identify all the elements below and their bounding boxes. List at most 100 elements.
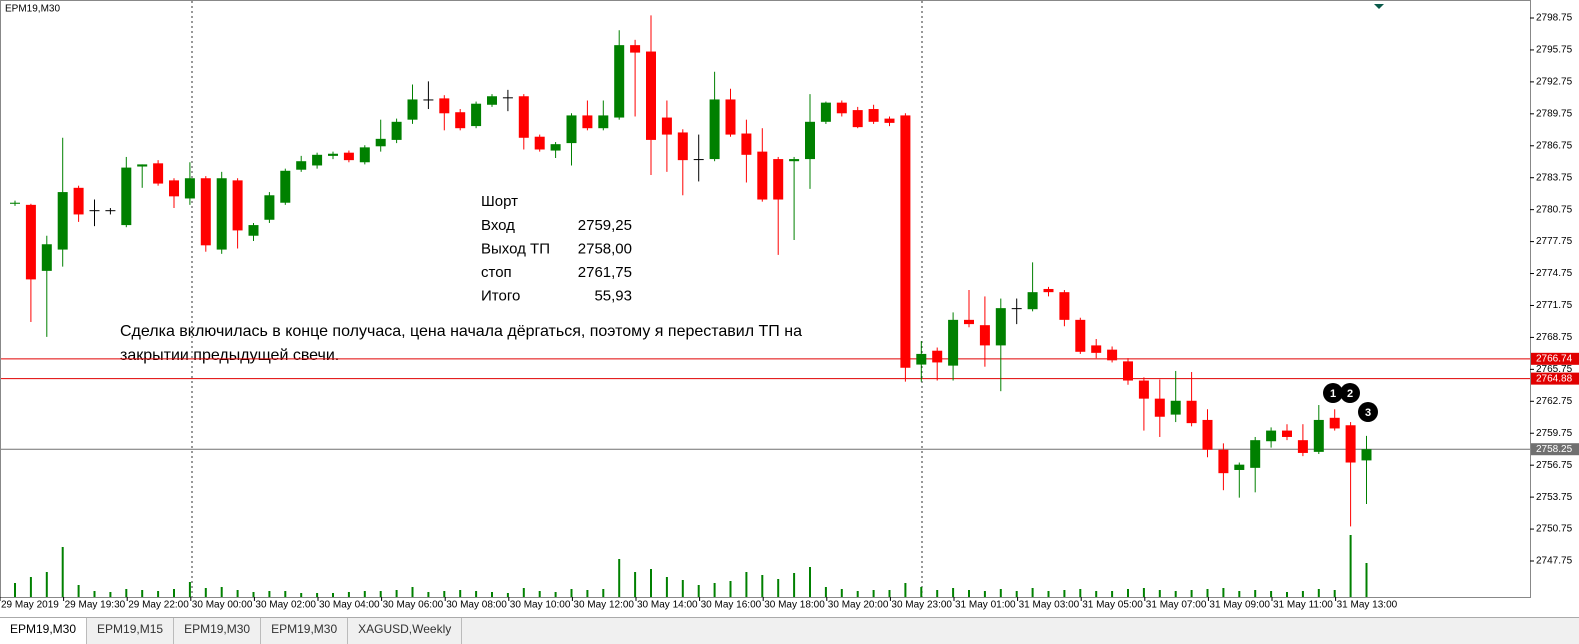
x-tick-label: 30 May 00:00 — [192, 600, 253, 611]
tab[interactable]: EPM19,M15 — [87, 618, 175, 644]
y-tick-label: 2774.75 — [1536, 268, 1573, 279]
y-tick-label: 2759.75 — [1536, 428, 1573, 439]
y-tick-label: 2753.75 — [1536, 492, 1573, 503]
candle-body — [598, 115, 609, 129]
candle-body — [328, 153, 338, 156]
plot-frame — [0, 0, 1531, 598]
x-tick-label: 30 May 23:00 — [891, 600, 952, 611]
candle-body — [1011, 308, 1022, 310]
candle-body — [137, 164, 148, 167]
candle-body — [646, 51, 656, 140]
candle-body — [1234, 464, 1245, 470]
candle-body — [407, 99, 418, 120]
chart: EPM19,M30 Шорт Вход 2759,25 Выход ТП 2758,00… — [0, 0, 1579, 611]
candle-body — [25, 204, 36, 280]
y-tick-label: 2783.75 — [1536, 172, 1573, 183]
y-tick-label: 2798.75 — [1536, 13, 1573, 24]
shift-marker — [1374, 4, 1384, 9]
y-tick-label: 2756.75 — [1536, 460, 1573, 471]
x-tick-label: 30 May 06:00 — [383, 600, 444, 611]
trade-marker-label: 3 — [1365, 407, 1371, 419]
x-tick-label: 30 May 14:00 — [637, 600, 698, 611]
tab[interactable]: EPM19,M30 — [261, 618, 349, 644]
candle-body — [677, 132, 688, 161]
note-key: Вход — [481, 217, 515, 234]
candle-body — [741, 133, 752, 155]
comment-line: Сделка включилась в конце получаса, цена… — [120, 323, 802, 340]
x-tick-label: 29 May 2019 — [1, 600, 59, 611]
candle-body — [1361, 449, 1372, 461]
candle-body — [1107, 349, 1118, 361]
candle-body — [916, 353, 927, 365]
candle-body — [1059, 292, 1070, 320]
x-tick-label: 31 May 13:00 — [1337, 600, 1398, 611]
level-tag — [1531, 372, 1579, 385]
trade-marker — [1358, 402, 1378, 422]
note-key: стоп — [481, 264, 512, 281]
candle-body — [10, 202, 20, 204]
y-tick-label: 2762.75 — [1536, 396, 1573, 407]
candle-body — [884, 118, 895, 123]
y-tick-label: 2765.75 — [1536, 364, 1573, 375]
candle-body — [121, 167, 132, 226]
comment-line: закрытии предыдущей свечи. — [120, 347, 339, 364]
candle-body — [391, 121, 402, 140]
candle-body — [1282, 430, 1292, 437]
note-value: 2761,75 — [578, 264, 632, 281]
candle-body — [343, 152, 354, 161]
candle-body — [979, 325, 990, 346]
candle-body — [757, 151, 768, 200]
y-tick-label: 2771.75 — [1536, 300, 1573, 311]
candle-body — [502, 97, 513, 99]
candle-body — [693, 159, 704, 161]
candle-body — [630, 45, 641, 53]
candle-body — [725, 99, 736, 135]
candle-body — [550, 144, 561, 151]
x-tick-label: 30 May 20:00 — [828, 600, 889, 611]
candle-body — [614, 45, 625, 118]
candle-body — [359, 147, 370, 163]
x-tick-label: 31 May 07:00 — [1146, 600, 1207, 611]
candle-body — [280, 170, 291, 203]
candle-body — [852, 110, 863, 128]
candle-body — [836, 102, 847, 114]
x-tick-label: 31 May 03:00 — [1019, 600, 1080, 611]
candle-body — [534, 136, 545, 150]
trade-note: Шорт Вход 2759,25 Выход ТП 2758,00 стоп 2761,7… — [120, 193, 802, 364]
tab[interactable]: EPM19,M30 — [174, 618, 262, 644]
tab[interactable]: EPM19,M30 — [0, 618, 88, 644]
candle-body — [1123, 361, 1133, 381]
y-tick-label: 2747.75 — [1536, 556, 1573, 567]
candle-body — [1138, 380, 1149, 399]
x-tick-label: 29 May 22:00 — [128, 600, 189, 611]
candle-body — [232, 180, 243, 231]
candle-body — [932, 350, 943, 363]
level-label: 2766.74 — [1536, 353, 1573, 364]
candle-body — [948, 319, 959, 366]
candle-body — [41, 244, 52, 271]
candle-body — [153, 163, 164, 184]
candle-body — [1329, 417, 1340, 429]
candle-body — [73, 187, 84, 215]
y-tick-label: 2768.75 — [1536, 332, 1573, 343]
candle-body — [105, 210, 116, 212]
candle-body — [661, 117, 672, 135]
candle-body — [1091, 345, 1102, 353]
candle-body — [566, 115, 577, 144]
tab-bar: EPM19,M30 EPM19,M15 EPM19,M30 EPM19,M30 XAGU… — [0, 617, 1579, 644]
candle-body — [518, 96, 529, 138]
candle-body — [264, 195, 275, 220]
candle-body — [200, 178, 211, 246]
y-tick-label: 2792.75 — [1536, 77, 1573, 88]
candle-body — [89, 210, 100, 212]
candle-body — [805, 121, 815, 160]
candle-body — [1170, 400, 1181, 415]
candle-body — [1027, 292, 1038, 310]
candle-body — [1297, 440, 1308, 453]
candle-body — [582, 115, 593, 129]
note-value: 55,93 — [594, 287, 632, 304]
trade-marker-label: 2 — [1347, 388, 1353, 400]
y-tick-label: 2786.75 — [1536, 140, 1573, 151]
tab[interactable]: XAGUSD,Weekly — [348, 618, 463, 644]
candle-body — [1313, 419, 1324, 452]
